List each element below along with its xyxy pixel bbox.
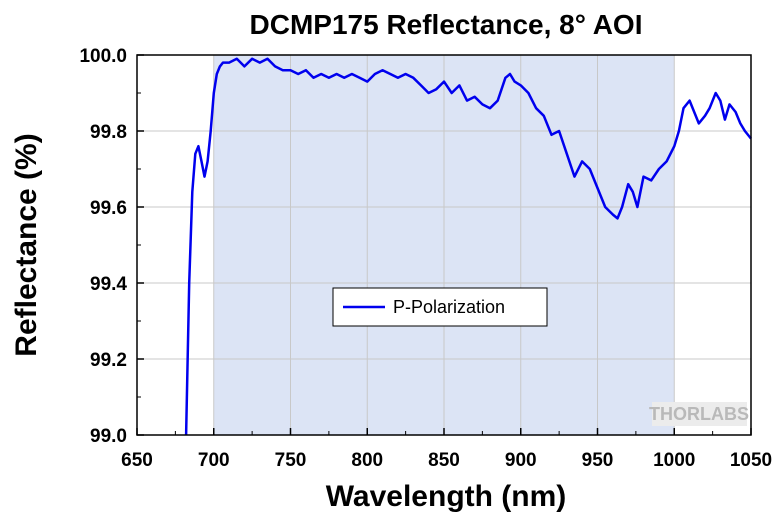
legend-label-p-polarization: P-Polarization bbox=[393, 297, 505, 317]
series-line-p-polarization bbox=[184, 57, 752, 436]
tick-marks bbox=[136, 54, 752, 436]
y-tick-label: 99.4 bbox=[90, 274, 127, 295]
watermark: THORLABS bbox=[649, 402, 749, 426]
watermark-box bbox=[652, 402, 747, 426]
y-tick-label: 99.8 bbox=[90, 122, 127, 143]
x-axis-label: Wavelength (nm) bbox=[326, 480, 567, 513]
y-tick-label: 99.6 bbox=[90, 198, 127, 219]
x-tick-label: 1000 bbox=[653, 450, 695, 471]
series-layer bbox=[184, 57, 752, 436]
y-tick-label: 99.0 bbox=[90, 426, 127, 447]
x-tick-label: 700 bbox=[198, 450, 230, 471]
x-tick-label: 650 bbox=[121, 450, 153, 471]
legend: P-Polarization bbox=[332, 287, 548, 327]
x-tick-label: 850 bbox=[428, 450, 460, 471]
x-tick-label: 950 bbox=[582, 450, 614, 471]
y-tick-labels: 99.0 99.2 99.4 99.6 99.8 100.0 bbox=[79, 46, 127, 447]
watermark-logo: THORLABS bbox=[649, 404, 749, 424]
x-tick-label: 750 bbox=[275, 450, 307, 471]
y-tick-label: 100.0 bbox=[79, 46, 127, 67]
y-axis-label: Reflectance (%) bbox=[10, 133, 43, 356]
y-tick-label: 99.2 bbox=[90, 350, 127, 371]
chart-title: DCMP175 Reflectance, 8° AOI bbox=[250, 9, 643, 40]
x-tick-labels: 650 700 750 800 850 900 950 1000 1050 bbox=[121, 450, 772, 471]
x-tick-label: 800 bbox=[351, 450, 383, 471]
x-tick-label: 900 bbox=[505, 450, 537, 471]
x-tick-label: 1050 bbox=[730, 450, 772, 471]
grid-lines bbox=[137, 55, 751, 435]
